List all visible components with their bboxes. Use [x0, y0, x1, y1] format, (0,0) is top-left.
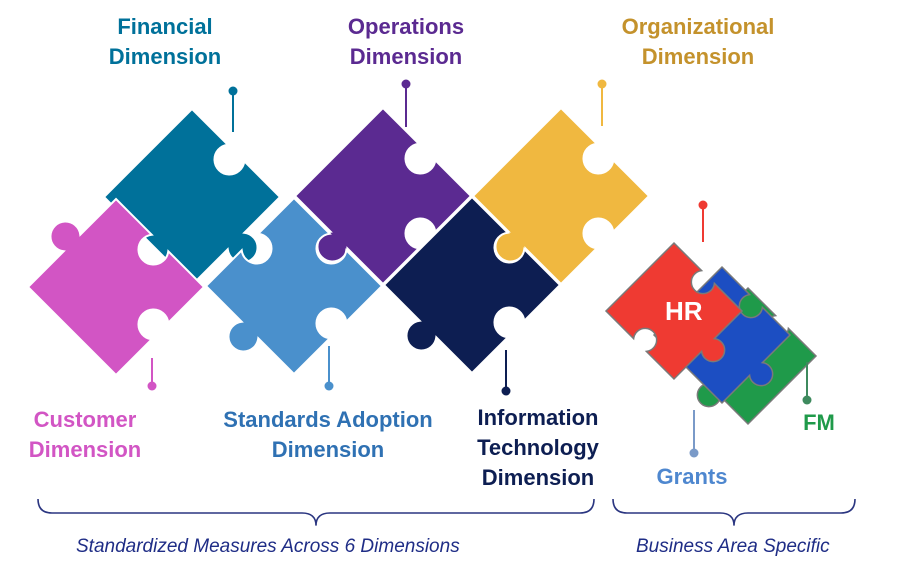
fm-pin [802, 362, 812, 405]
organizational-dimension-label: Organizational Dimension [621, 14, 775, 69]
organizational-piece [471, 106, 651, 286]
standards-adoption-piece [204, 196, 384, 376]
information-technology-dimension-label: Information Technology Dimension [477, 405, 599, 490]
label-pins [147, 79, 812, 458]
standards-pin [324, 346, 334, 391]
grants-pin [689, 410, 699, 458]
fm-label: FM [803, 410, 835, 435]
organizational-pin [597, 79, 607, 126]
grants-label: Grants [656, 464, 728, 489]
hr-piece [604, 241, 744, 381]
standards-adoption-dimension-label: Standards Adoption Dimension [223, 407, 433, 462]
operations-pin [401, 79, 411, 127]
footer-standardized-measures: Standardized Measures Across 6 Dimension… [76, 536, 460, 557]
customer-dimension-label: Customer Dimension [28, 407, 142, 462]
financial-dimension-label: Financial Dimension [108, 14, 222, 69]
puzzle-pieces [26, 106, 818, 426]
hr-pin [698, 200, 708, 242]
customer-pin [147, 358, 157, 391]
business-area-brace [612, 498, 856, 526]
information-technology-piece [382, 195, 562, 375]
footer-business-area-specific: Business Area Specific [636, 536, 830, 557]
hr-label: HR [665, 296, 703, 326]
operations-piece [293, 106, 473, 286]
braces [37, 498, 856, 526]
financial-pin [228, 86, 238, 132]
dimensions-brace [37, 498, 595, 526]
operations-dimension-label: Operations Dimension [347, 14, 465, 69]
customer-piece [26, 197, 206, 377]
it-pin [501, 350, 511, 396]
